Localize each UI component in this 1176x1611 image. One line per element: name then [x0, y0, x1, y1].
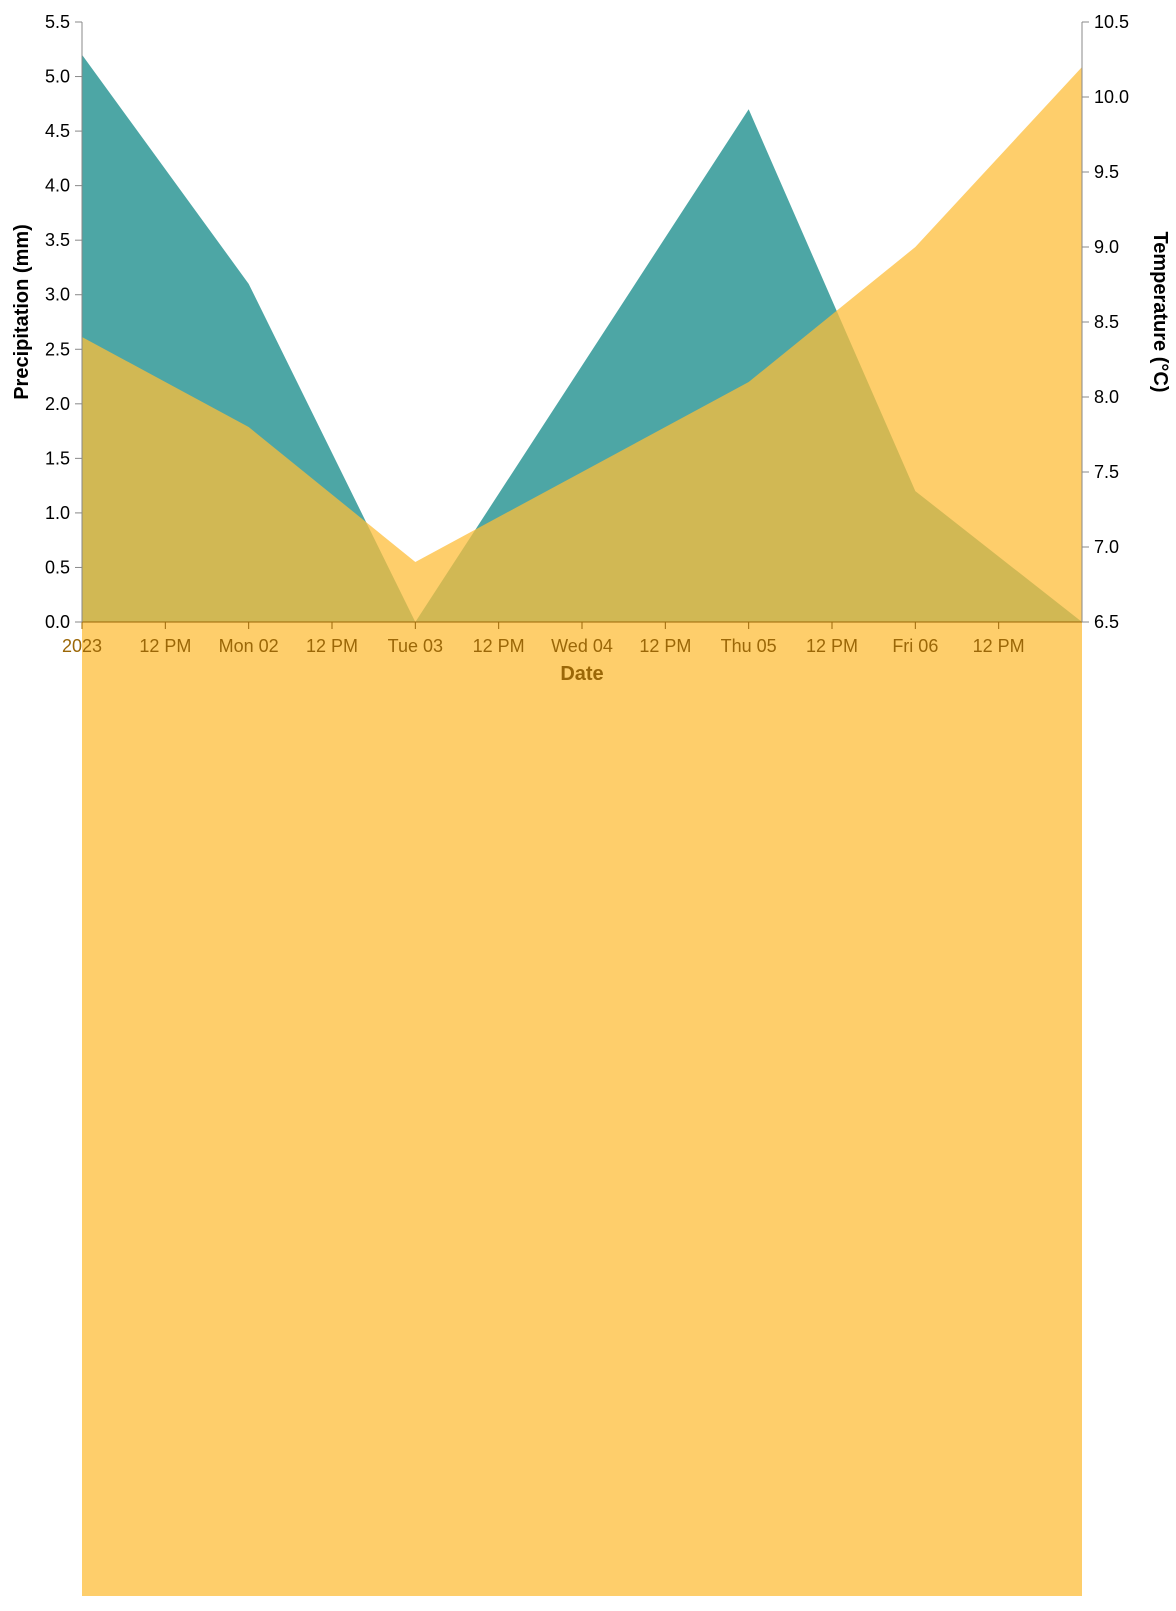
x-tick-label: Thu 05: [721, 636, 777, 656]
area-layer: [82, 54, 1082, 1596]
y-left-tick-label: 5.5: [45, 12, 70, 32]
x-tick-label: Tue 03: [388, 636, 443, 656]
x-tick-label: Wed 04: [551, 636, 613, 656]
y-left-tick-label: 3.5: [45, 230, 70, 250]
y-right-tick-label: 6.5: [1094, 612, 1119, 632]
y-left-tick-label: 1.5: [45, 448, 70, 468]
x-tick-label: 12 PM: [639, 636, 691, 656]
x-tick-label: Fri 06: [892, 636, 938, 656]
x-axis-title: Date: [560, 663, 603, 685]
x-tick-label: 12 PM: [806, 636, 858, 656]
y-left-tick-label: 4.0: [45, 176, 70, 196]
y-right-tick-label: 10.0: [1094, 87, 1129, 107]
x-tick-label: 12 PM: [306, 636, 358, 656]
y-axis-right: 6.5 7.0 7.5 8.0 8.5 9.0 9.5 10.0 10.5: [1081, 12, 1129, 632]
y-right-tick-label: 7.0: [1094, 537, 1119, 557]
y-left-tick-label: 0.5: [45, 557, 70, 577]
y-right-tick-label: 8.5: [1094, 312, 1119, 332]
x-tick-label: 12 PM: [139, 636, 191, 656]
x-tick-label: 2023: [62, 636, 102, 656]
y-axis-left-title: Precipitation (mm): [11, 224, 33, 400]
y-right-tick-label: 10.5: [1094, 12, 1129, 32]
y-right-tick-label: 7.5: [1094, 462, 1119, 482]
x-tick-label: 12 PM: [973, 636, 1025, 656]
y-left-tick-label: 2.0: [45, 394, 70, 414]
y-left-tick-label: 2.5: [45, 339, 70, 359]
y-right-tick-label: 8.0: [1094, 387, 1119, 407]
temperature-area: [82, 67, 1082, 1596]
y-left-tick-label: 1.0: [45, 503, 70, 523]
y-left-tick-label: 3.0: [45, 285, 70, 305]
y-left-tick-label: 4.5: [45, 121, 70, 141]
x-tick-label: Mon 02: [219, 636, 279, 656]
y-axis-left: 0.0 0.5 1.0 1.5 2.0 2.5 3.0 3.5 4.0 4.5 5.0 5.5: [45, 12, 83, 632]
x-tick-label: 12 PM: [473, 636, 525, 656]
y-right-tick-label: 9.0: [1094, 237, 1119, 257]
y-left-tick-label: 5.0: [45, 67, 70, 87]
y-right-tick-label: 9.5: [1094, 162, 1119, 182]
x-axis: 2023 12 PM Mon 02 12 PM Tue 03 12 PM Wed 04 12 …: [62, 621, 1082, 656]
y-axis-right-title: Temperature (°C): [1149, 232, 1171, 393]
y-left-tick-label: 0.0: [45, 612, 70, 632]
